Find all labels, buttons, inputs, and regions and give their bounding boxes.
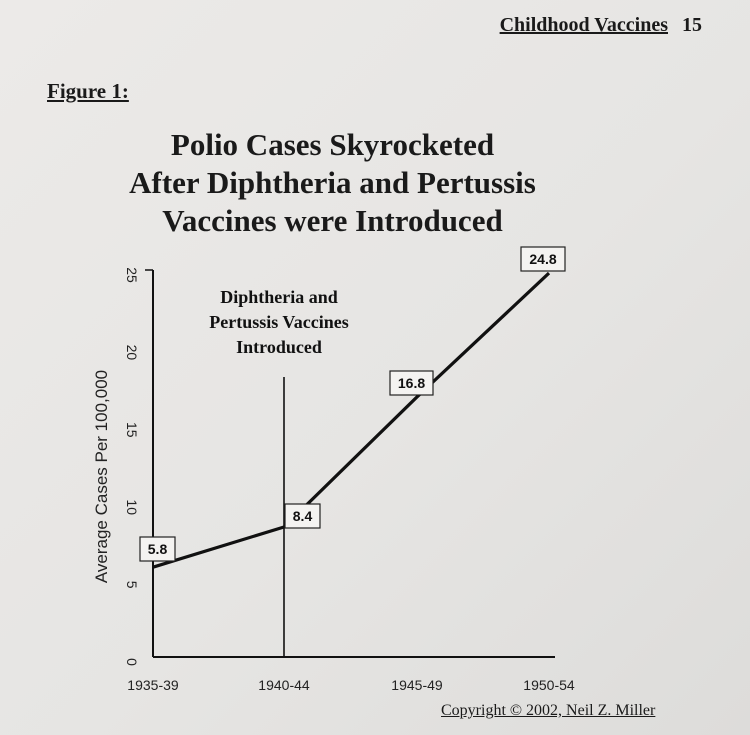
data-label-box: [389, 370, 434, 396]
x-tick-label: 1935-39: [127, 677, 179, 693]
annotation-text: Diphtheria and: [220, 287, 338, 307]
running-title: Childhood Vaccines: [499, 14, 668, 36]
y-tick-label: 0: [124, 658, 140, 666]
figure-label: Figure 1:: [47, 79, 129, 103]
x-tick-label: 1945-49: [391, 677, 443, 693]
annotation-text: Introduced: [236, 337, 322, 357]
data-label: 5.8: [148, 541, 168, 557]
x-tick-label: 1950-54: [523, 677, 575, 693]
chart-title: Polio Cases Skyrocketed After Diphtheria…: [0, 126, 665, 240]
series-line: [152, 271, 551, 569]
annotation-text: Pertussis Vaccines: [209, 312, 349, 332]
data-label-box: [284, 503, 321, 529]
chart-title-line: Vaccines were Introduced: [162, 203, 503, 238]
page-header: Childhood Vaccines 15: [499, 14, 702, 37]
y-tick-label: 15: [124, 422, 140, 438]
data-label: 8.4: [293, 508, 313, 524]
y-axis-label: Average Cases Per 100,000: [92, 370, 111, 583]
y-tick-label: 10: [124, 499, 140, 515]
data-label: 16.8: [398, 375, 425, 391]
data-label: 24.8: [529, 251, 556, 267]
x-tick-label: 1940-44: [258, 677, 310, 693]
y-tick-label: 25: [124, 267, 140, 283]
y-tick-label: 5: [124, 581, 140, 589]
data-label-box: [520, 246, 566, 272]
chart-title-line: Polio Cases Skyrocketed: [170, 127, 495, 162]
data-label-box: [139, 536, 176, 562]
y-tick-label: 20: [124, 345, 140, 361]
page-number: 15: [682, 14, 702, 36]
chart-title-line: After Diphtheria and Pertussis: [129, 165, 536, 200]
copyright-notice: Copyright © 2002, Neil Z. Miller: [441, 702, 656, 719]
